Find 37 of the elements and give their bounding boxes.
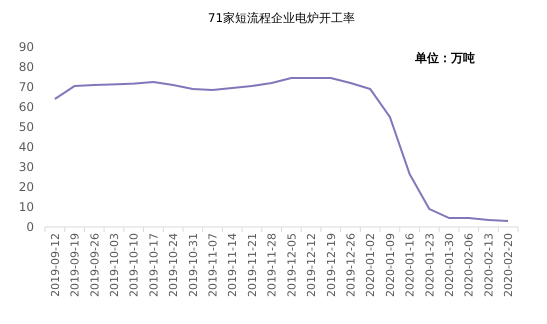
y-tick-label: 40 xyxy=(18,140,34,154)
x-tick-label: 2020-01-16 xyxy=(404,233,417,297)
x-tick-label: 2019-11-28 xyxy=(266,233,279,297)
y-tick-label: 60 xyxy=(18,100,34,114)
x-tick-label: 2019-10-10 xyxy=(128,233,141,297)
x-tick-label: 2019-11-07 xyxy=(206,233,220,297)
x-tick-label: 2020-02-13 xyxy=(482,233,496,297)
y-tick-label: 0 xyxy=(26,220,34,234)
y-tick-label: 50 xyxy=(18,120,34,134)
chart-title: 71家短流程企业电炉开工率 xyxy=(208,11,356,25)
x-tick-label: 2019-10-17 xyxy=(147,233,160,297)
x-tick-label: 2019-09-19 xyxy=(68,233,82,297)
y-tick-label: 90 xyxy=(18,40,34,54)
x-tick-label: 2019-12-12 xyxy=(305,233,318,297)
x-tick-label: 2019-10-24 xyxy=(167,233,180,297)
x-tick-label: 2020-01-30 xyxy=(443,233,456,297)
y-tick-label: 20 xyxy=(18,180,34,194)
x-tick-label: 2019-12-05 xyxy=(285,233,298,297)
x-tick-label: 2019-12-26 xyxy=(344,233,358,297)
y-tick-label: 10 xyxy=(18,200,34,214)
x-tick-label: 2019-09-12 xyxy=(48,233,62,297)
x-tick-label: 2019-10-03 xyxy=(108,233,121,297)
x-tick-label: 2020-01-02 xyxy=(364,233,378,297)
y-tick-label: 80 xyxy=(18,60,34,74)
x-tick-label: 2019-11-14 xyxy=(226,233,240,297)
x-tick-label: 2020-02-20 xyxy=(502,233,516,297)
line-series xyxy=(54,77,510,222)
x-tick-label: 2019-11-21 xyxy=(246,233,259,297)
annotation: 单位：万吨 xyxy=(414,51,475,65)
x-tick-label: 2019-10-31 xyxy=(186,233,200,297)
y-tick-label: 30 xyxy=(18,160,34,174)
x-tick-label: 2020-01-23 xyxy=(423,233,436,297)
y-tick-label: 70 xyxy=(18,80,34,94)
x-tick-label: 2019-09-26 xyxy=(88,233,102,297)
x-tick-label: 2019-12-19 xyxy=(324,233,338,297)
x-tick-label: 2020-01-09 xyxy=(384,233,397,297)
x-tick-label: 2020-02-06 xyxy=(462,233,476,297)
